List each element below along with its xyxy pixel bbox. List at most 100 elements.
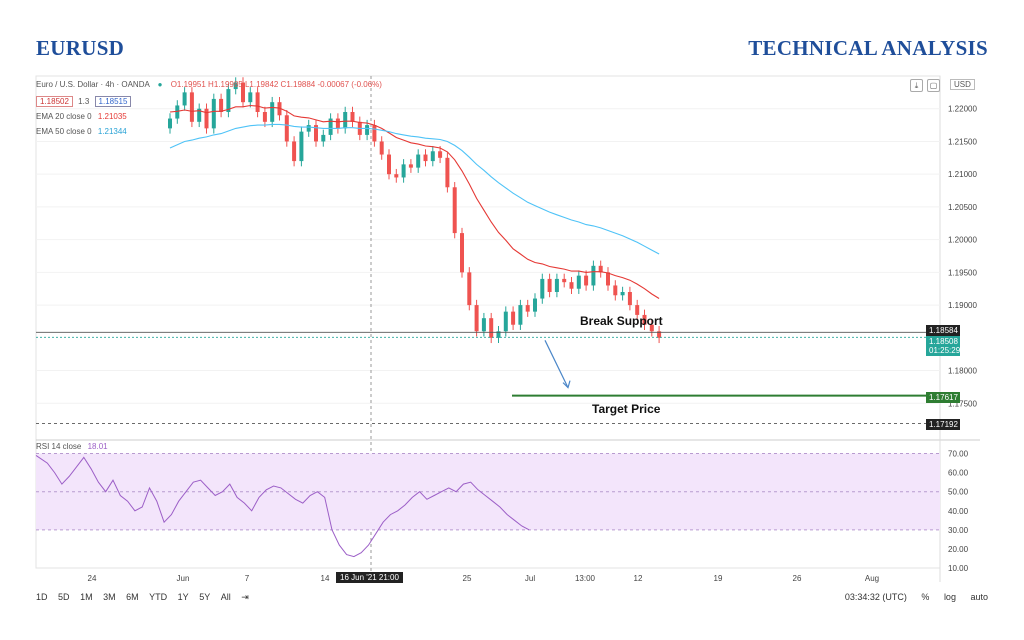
time-tick-label: 19 (714, 574, 723, 583)
time-tick-label: 24 (88, 574, 97, 583)
ema50-label: EMA 50 close 0 (36, 127, 92, 136)
time-tick-label: Aug (865, 574, 879, 583)
crosshair-time-label: 16 Jun '21 21:00 (336, 572, 403, 583)
rsi-value: 18.01 (87, 442, 108, 451)
time-tick-label: Jun (177, 574, 190, 583)
candle-body (416, 154, 421, 168)
candle-body (518, 305, 523, 325)
bottom-toolbar: 1D 5D 1M 3M 6M YTD 1Y 5Y All ⇥ 03:34:32 … (36, 592, 988, 610)
bid-button[interactable]: 1.18502 (36, 96, 73, 107)
symbol-title[interactable]: Euro / U.S. Dollar · 4h · OANDA (36, 80, 150, 89)
time-tick-label: 26 (793, 574, 802, 583)
candle-body (503, 311, 508, 332)
timeframe-all[interactable]: All (220, 592, 231, 602)
candle-body (474, 305, 479, 332)
auto-toggle[interactable]: auto (970, 592, 988, 602)
candle-body (460, 233, 464, 273)
percent-toggle[interactable]: % (921, 592, 930, 602)
ema20-value: 1.21035 (97, 112, 127, 121)
candle-body (270, 102, 275, 122)
candle-body (343, 112, 348, 129)
legend-title-row: Euro / U.S. Dollar · 4h · OANDA ● O1.199… (36, 80, 382, 89)
goto-date-icon[interactable]: ⇥ (241, 592, 249, 602)
candle-body (365, 125, 370, 135)
page-title-right: TECHNICAL ANALYSIS (748, 36, 988, 60)
candle-body (547, 278, 552, 292)
bid-ask-row: 1.18502 1.3 1.18515 (36, 96, 134, 107)
ema20-legend[interactable]: EMA 20 close 0 1.21035 (36, 112, 127, 121)
rsi-tick-label: 70.00 (948, 450, 969, 459)
rsi-line (35, 454, 530, 558)
break-support-annotation: Break Support (580, 314, 663, 328)
time-tick-label: 25 (463, 574, 472, 583)
page-title-left: EURUSD (36, 36, 125, 60)
timeframe-1d[interactable]: 1D (36, 592, 48, 602)
timeframe-ytd[interactable]: YTD (149, 592, 168, 602)
ema20-line (169, 104, 660, 299)
candle-body (204, 108, 209, 129)
candle-body (379, 141, 384, 155)
snapshot-icon[interactable]: ▢ (927, 79, 940, 92)
ask-button[interactable]: 1.18515 (94, 96, 132, 107)
timeframe-5y[interactable]: 5Y (199, 592, 211, 602)
level-price-tag: 1.17192 (926, 419, 960, 430)
timeframe-5d[interactable]: 5D (58, 592, 70, 602)
rsi-tick-label: 40.00 (948, 507, 969, 516)
candle-body (452, 187, 457, 234)
timeframe-3m[interactable]: 3M (103, 592, 116, 602)
candle-body (598, 265, 603, 273)
time-tick-label: 14 (321, 574, 330, 583)
candle-body (467, 272, 472, 306)
candle-body (606, 272, 610, 286)
candle-body (219, 98, 224, 112)
log-toggle[interactable]: log (943, 592, 956, 602)
candle-body (657, 331, 662, 338)
candle-body (569, 282, 574, 289)
time-tick-label: Jul (525, 574, 535, 583)
candle-body (335, 118, 340, 129)
support-price-tag: 1.18584 (926, 325, 960, 336)
currency-selector[interactable]: USD (950, 79, 975, 90)
price-tick-label: 1.21500 (948, 137, 977, 146)
candle-body (328, 118, 333, 135)
rsi-legend[interactable]: RSI 14 close 18.01 (36, 442, 108, 451)
candle-body (226, 89, 231, 112)
current-price-tag: 1.18508 01:25:29 (926, 336, 960, 356)
target-price-annotation: Target Price (592, 402, 661, 416)
candle-body (387, 154, 391, 175)
ema50-legend[interactable]: EMA 50 close 0 1.21344 (36, 127, 127, 136)
market-status-icon: ● (157, 80, 163, 89)
ema20-label: EMA 20 close 0 (36, 112, 92, 121)
rsi-label: RSI 14 close (36, 442, 82, 451)
ema50-line (169, 123, 660, 255)
candle-body (525, 305, 530, 312)
candle-body (350, 112, 355, 122)
candle-body (554, 278, 559, 292)
timeframe-1m[interactable]: 1M (80, 592, 93, 602)
candle-body (262, 112, 267, 122)
candle-body (197, 108, 202, 122)
timeframe-6m[interactable]: 6M (126, 592, 139, 602)
candle-body (511, 311, 516, 325)
price-tick-label: 1.22000 (948, 105, 977, 114)
rsi-tick-label: 60.00 (948, 469, 969, 478)
utc-clock[interactable]: 03:34:32 (UTC) (844, 592, 907, 602)
candle-body (408, 164, 413, 168)
candle-body (627, 292, 632, 306)
candle-body (241, 82, 245, 103)
candle-body (584, 275, 589, 286)
price-tick-label: 1.20000 (948, 236, 977, 245)
timeframe-1y[interactable]: 1Y (177, 592, 189, 602)
candle-body (540, 278, 545, 299)
candle-body (284, 115, 289, 142)
rsi-tick-label: 20.00 (948, 545, 969, 554)
ohlc-readout: O1.19951 H1.19985 L1.19842 C1.19884 -0.0… (170, 80, 382, 89)
candle-body (613, 285, 618, 296)
rsi-tick-label: 10.00 (948, 564, 969, 573)
candle-body (576, 275, 581, 289)
candle-body (292, 141, 297, 162)
rsi-tick-label: 30.00 (948, 526, 969, 535)
candle-body (314, 125, 318, 142)
download-icon[interactable]: ⤓ (910, 79, 923, 92)
